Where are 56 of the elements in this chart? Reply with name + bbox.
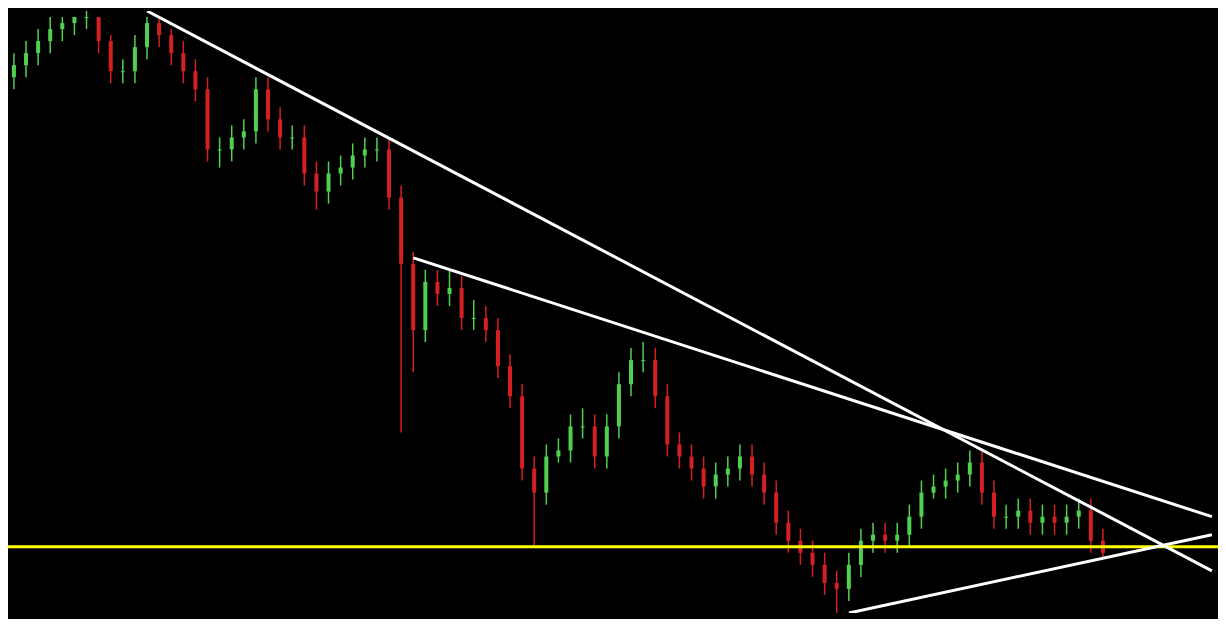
- candlestick: [556, 437, 561, 464]
- candlestick: [483, 305, 488, 343]
- candlestick: [362, 136, 367, 169]
- candlestick: [677, 431, 682, 470]
- candlestick: [834, 570, 839, 613]
- candlestick: [241, 118, 246, 151]
- candlestick: [60, 16, 65, 42]
- candlestick: [750, 443, 755, 488]
- candlestick: [72, 16, 77, 36]
- candlestick: [217, 136, 222, 169]
- candlestick: [943, 467, 948, 500]
- candlestick: [471, 299, 476, 331]
- candlestick: [84, 11, 89, 30]
- candlestick: [580, 407, 585, 440]
- candlestick: [967, 449, 972, 488]
- candlestick: [229, 124, 234, 163]
- candlestick: [1016, 497, 1021, 530]
- candlestick: [338, 154, 343, 187]
- candlestick: [193, 58, 198, 103]
- candlestick: [725, 455, 730, 488]
- candlestick: [810, 540, 815, 578]
- candlestick: [786, 509, 791, 554]
- candlestick: [1052, 503, 1057, 536]
- candlestick: [1028, 497, 1033, 536]
- candlestick: [290, 124, 295, 151]
- candlestick: [1040, 503, 1045, 536]
- candlestick: [435, 269, 440, 307]
- candlestick: [713, 461, 718, 500]
- candlestick: [1064, 503, 1069, 536]
- candlestick: [689, 443, 694, 482]
- candlestick: [24, 40, 29, 78]
- candlestick: [181, 40, 186, 84]
- candlestick: [326, 160, 331, 205]
- candlestick: [871, 521, 876, 554]
- candlestick: [374, 136, 379, 163]
- candlestick: [350, 142, 355, 181]
- candlestick: [11, 52, 16, 91]
- candlestick: [931, 473, 936, 500]
- candlestick: [822, 552, 827, 596]
- candlestick: [278, 106, 283, 151]
- candlestick: [907, 503, 912, 548]
- candlestick: [447, 269, 452, 307]
- candlestick: [737, 443, 742, 482]
- candlestick: [955, 461, 960, 494]
- candlestick: [1004, 503, 1009, 530]
- candlestick: [169, 28, 174, 66]
- candlestick: [895, 521, 900, 554]
- candlestick: [762, 461, 767, 506]
- candlestick: [883, 521, 888, 554]
- candlestick: [36, 28, 41, 66]
- candlestick: [48, 16, 53, 54]
- candlestick: [701, 455, 706, 500]
- candlestick: [157, 16, 162, 48]
- candlestick: [314, 160, 319, 211]
- candlestick: [641, 341, 646, 373]
- candlestick: [120, 58, 125, 84]
